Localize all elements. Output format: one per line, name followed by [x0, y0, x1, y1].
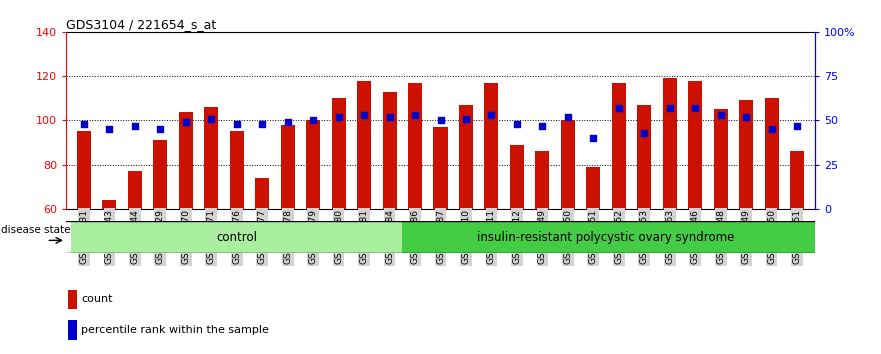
Bar [714, 109, 728, 209]
Bar [637, 105, 651, 209]
Bar [128, 171, 142, 209]
Point [204, 116, 218, 121]
Bar [765, 98, 779, 209]
Point [382, 114, 396, 120]
Point [561, 114, 575, 120]
Text: GDS3104 / 221654_s_at: GDS3104 / 221654_s_at [66, 18, 217, 31]
Text: GSM156186: GSM156186 [411, 210, 419, 264]
Bar [230, 131, 244, 209]
Text: GSM156171: GSM156171 [207, 210, 216, 264]
Point [281, 119, 295, 125]
Point [230, 121, 244, 127]
Text: GSM156179: GSM156179 [308, 210, 318, 264]
Bar [688, 81, 702, 209]
Bar [255, 178, 270, 209]
Point [433, 118, 448, 123]
Text: control: control [216, 231, 257, 244]
Point [714, 112, 728, 118]
Point [255, 121, 270, 127]
Bar [790, 152, 804, 209]
Text: GSM155643: GSM155643 [105, 210, 114, 264]
Point [306, 118, 320, 123]
Text: GSM155729: GSM155729 [156, 210, 165, 264]
Point [765, 126, 779, 132]
Text: GSM156750: GSM156750 [563, 210, 573, 264]
Text: GSM156763: GSM156763 [665, 210, 674, 264]
Point [586, 135, 600, 141]
Text: GSM156949: GSM156949 [742, 210, 751, 264]
Bar [403, 221, 815, 253]
Point [637, 130, 651, 136]
Bar [68, 290, 77, 309]
Bar [357, 81, 371, 209]
Point [790, 123, 804, 129]
Point [485, 112, 499, 118]
Bar [382, 92, 396, 209]
Point [357, 112, 371, 118]
Point [331, 114, 345, 120]
Text: GSM156180: GSM156180 [334, 210, 343, 264]
Point [536, 123, 550, 129]
Text: GSM156751: GSM156751 [589, 210, 598, 264]
Bar [68, 320, 77, 340]
Point [611, 105, 626, 111]
Text: GSM156948: GSM156948 [716, 210, 725, 264]
Text: GSM155644: GSM155644 [130, 210, 139, 264]
Text: GSM156510: GSM156510 [462, 210, 470, 264]
Bar [71, 221, 403, 253]
Point [688, 105, 702, 111]
Bar [561, 120, 575, 209]
Bar [153, 140, 167, 209]
Point [179, 119, 193, 125]
Text: GSM155631: GSM155631 [79, 210, 88, 264]
Bar [510, 145, 524, 209]
Text: GSM156184: GSM156184 [385, 210, 394, 264]
Text: GSM156511: GSM156511 [487, 210, 496, 264]
Text: disease state: disease state [2, 225, 71, 235]
Point [663, 105, 677, 111]
Bar [331, 98, 345, 209]
Bar [408, 83, 422, 209]
Bar [102, 200, 116, 209]
Bar [306, 120, 320, 209]
Text: GSM156753: GSM156753 [640, 210, 648, 264]
Bar [611, 83, 626, 209]
Bar [459, 105, 473, 209]
Text: percentile rank within the sample: percentile rank within the sample [81, 325, 269, 335]
Bar [204, 107, 218, 209]
Text: GSM156177: GSM156177 [258, 210, 267, 264]
Text: GSM156512: GSM156512 [513, 210, 522, 264]
Bar [663, 78, 677, 209]
Bar [587, 167, 600, 209]
Point [510, 121, 524, 127]
Point [739, 114, 753, 120]
Text: GSM156170: GSM156170 [181, 210, 190, 264]
Text: GSM156951: GSM156951 [793, 210, 802, 264]
Bar [179, 112, 193, 209]
Bar [739, 101, 753, 209]
Point [102, 126, 116, 132]
Text: GSM156178: GSM156178 [283, 210, 292, 264]
Text: GSM156187: GSM156187 [436, 210, 445, 264]
Bar [281, 125, 294, 209]
Point [459, 116, 473, 121]
Bar [536, 152, 550, 209]
Point [77, 121, 91, 127]
Point [408, 112, 422, 118]
Bar [485, 83, 499, 209]
Text: GSM156946: GSM156946 [691, 210, 700, 264]
Text: GSM156752: GSM156752 [614, 210, 623, 264]
Text: GSM156749: GSM156749 [538, 210, 547, 264]
Text: insulin-resistant polycystic ovary syndrome: insulin-resistant polycystic ovary syndr… [478, 231, 735, 244]
Point [128, 123, 142, 129]
Point [153, 126, 167, 132]
Bar [433, 127, 448, 209]
Text: GSM156176: GSM156176 [233, 210, 241, 264]
Text: GSM156950: GSM156950 [767, 210, 776, 264]
Text: count: count [81, 295, 113, 304]
Text: GSM156181: GSM156181 [359, 210, 368, 264]
Bar [77, 131, 91, 209]
